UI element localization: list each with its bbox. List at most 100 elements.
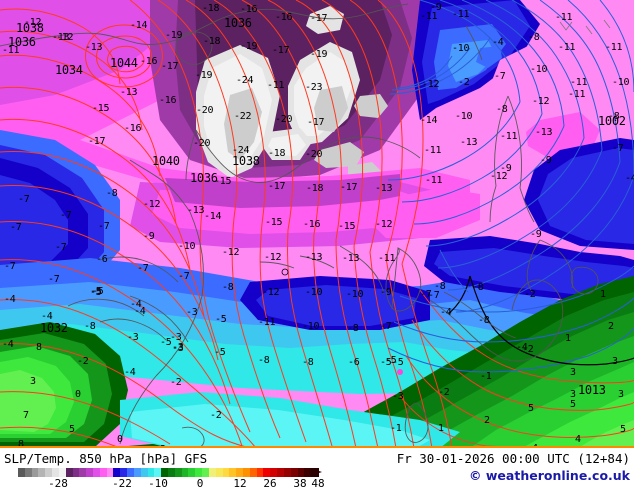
temperature-label: -8 <box>84 321 96 332</box>
temperature-label: -4 <box>492 37 504 48</box>
temperature-label: -11 <box>500 131 518 142</box>
temperature-label: -9 <box>540 155 552 166</box>
map-runtime-stamp: Fr 30-01-2026 00:00 UTC (12+84) <box>396 451 630 466</box>
temperature-label: -24 <box>232 145 250 156</box>
copyright-notice: © weatheronline.co.uk <box>469 468 630 483</box>
temperature-label: -8 <box>106 188 118 199</box>
color-scale-tick-label: 12 <box>233 477 247 490</box>
temperature-label: -11 <box>568 89 586 100</box>
temperature-label: -2 <box>210 410 222 421</box>
temperature-label: -11 <box>378 253 396 264</box>
color-scale-swatch <box>154 468 162 477</box>
temperature-label: -15 <box>214 176 232 187</box>
temperature-label: -17 <box>268 181 286 192</box>
temperature-label: -17 <box>340 182 358 193</box>
color-scale-swatch <box>256 468 265 477</box>
color-scale-swatch <box>93 468 101 477</box>
temperature-label: 8 <box>18 439 24 449</box>
temperature-label: -10 <box>346 289 364 300</box>
temperature-label: -16 <box>275 12 293 23</box>
temperature-label: -2 <box>170 377 182 388</box>
temperature-label: -11 <box>452 9 470 20</box>
map-title: SLP/Temp. 850 hPa [hPa] GFS <box>4 451 208 466</box>
temperature-label: -18 <box>306 183 324 194</box>
temperature-label: -10 <box>178 241 196 252</box>
pressure-label: 1036 <box>190 171 218 185</box>
temperature-label: -12 <box>143 199 161 210</box>
color-scale-swatch <box>297 468 305 477</box>
temperature-label: -18 <box>203 36 221 47</box>
pressure-label: 1032 <box>40 321 68 335</box>
temperature-label: -13 <box>460 137 478 148</box>
temperature-label: -7 <box>18 194 30 205</box>
color-scale-swatch <box>133 468 142 477</box>
temperature-label: 5 <box>69 424 75 435</box>
temperature-label: -7 <box>178 271 190 282</box>
color-scale-swatch <box>120 468 128 477</box>
temperature-label: -5 <box>160 337 172 348</box>
temperature-label: -14 <box>204 211 222 222</box>
temperature-label: -13 <box>187 205 205 216</box>
temperature-label: -18 <box>202 3 220 14</box>
temperature-label: -7 <box>137 263 149 274</box>
temperature-label: -13 <box>342 253 360 264</box>
temperature-label: -16 <box>124 123 142 134</box>
temperature-label: -8 <box>478 315 490 326</box>
temperature-label: -7 <box>98 221 110 232</box>
temperature-label: -4 <box>124 367 136 378</box>
color-scale-swatch <box>243 468 251 477</box>
temperature-label: -8 <box>222 282 234 293</box>
temperature-label: 0 <box>75 389 81 400</box>
temperature-label: -1 <box>390 423 402 434</box>
temperature-label: -5 <box>92 286 104 297</box>
temperature-label: -8 <box>472 282 484 293</box>
pressure-label: 1002 <box>598 114 626 128</box>
color-scale-tick-label: 38 <box>293 477 307 490</box>
temperature-label: -17 <box>307 117 325 128</box>
temperature-label: -11 <box>2 45 20 56</box>
color-scale-swatch <box>140 468 149 477</box>
temperature-label: -12 <box>24 17 42 28</box>
color-scale-swatch <box>290 468 299 477</box>
temperature-label: -2 <box>77 356 89 367</box>
temperature-label: -12 <box>490 171 508 182</box>
temperature-label: -9 <box>500 163 512 174</box>
temperature-label: -11 <box>420 11 438 22</box>
color-scale-swatch <box>106 468 115 477</box>
temperature-label: -11 <box>424 145 442 156</box>
map-bottom-divider <box>0 446 634 448</box>
color-scale-swatch <box>283 468 292 477</box>
temperature-label: -16 <box>240 4 258 15</box>
temperature-label: -5 <box>380 357 392 368</box>
color-scale-swatch <box>277 468 285 477</box>
temperature-label: 2 <box>608 321 614 332</box>
color-scale-swatch <box>215 468 224 477</box>
color-scale-swatch <box>168 468 176 477</box>
temperature-label: -19 <box>240 41 258 52</box>
color-scale-swatch <box>263 468 271 477</box>
temperature-label: -12 <box>422 79 440 90</box>
temperature-label: -23 <box>305 82 323 93</box>
temperature-label: -4 <box>516 342 528 353</box>
color-scale-swatch <box>208 468 217 477</box>
temperature-label: -10 <box>455 111 473 122</box>
color-scale-tick-label: -28 <box>48 477 68 490</box>
weather-map-canvas[interactable]: -12 -13 -11 -12 -13 -14 -16 -13 -15 -16 -17 -18 -16-… <box>0 0 634 448</box>
color-scale-swatch <box>52 468 60 477</box>
temperature-label: -19 <box>195 70 213 81</box>
temperature-label: 0 <box>117 434 123 445</box>
temperature-label: -8 <box>496 104 508 115</box>
temperature-label: 3 <box>30 376 36 387</box>
temperature-label: -7 <box>420 289 432 300</box>
color-scale-swatch <box>181 468 190 477</box>
temperature-label: -3 <box>170 332 182 343</box>
color-scale-swatch <box>270 468 278 477</box>
temperature-label: -3 <box>186 307 198 318</box>
pressure-label: 1038 <box>16 21 44 35</box>
temperature-label: -5 <box>90 287 102 298</box>
temperature-label: -19 <box>310 49 328 60</box>
temperature-label: -19 <box>165 30 183 41</box>
color-scale-arrow <box>310 468 322 476</box>
temperature-label: -12 <box>375 219 393 230</box>
